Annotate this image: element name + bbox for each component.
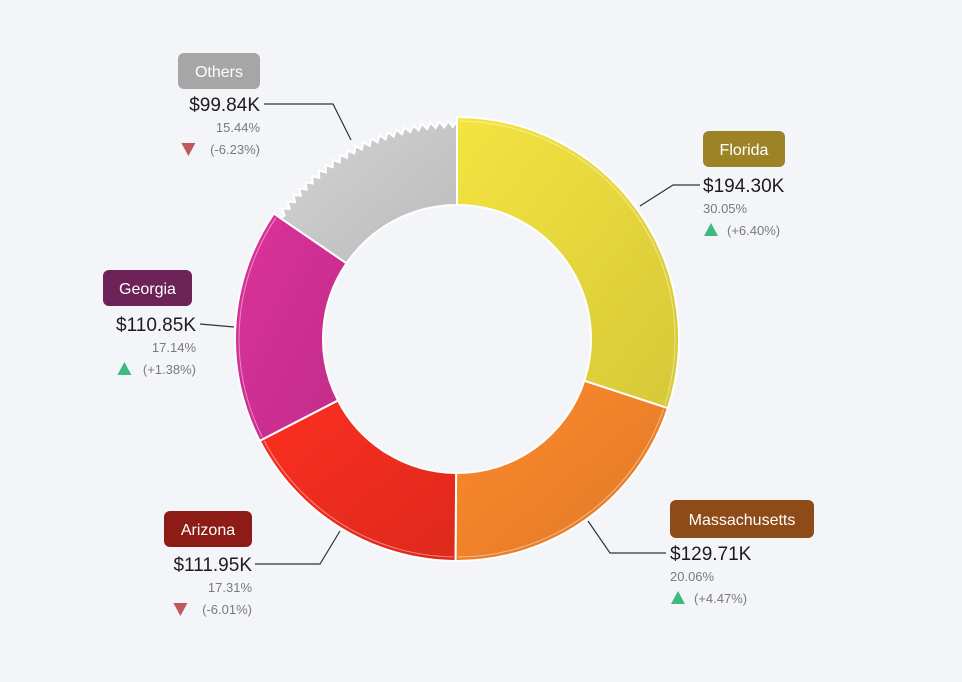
slice-highlight-florida <box>459 120 676 405</box>
badge-label-arizona: Arizona <box>181 522 235 539</box>
badge-florida <box>703 131 785 167</box>
badge-label-massachusetts: Massachusetts <box>689 512 796 529</box>
triangle-up-icon-georgia <box>117 362 132 375</box>
change-label-georgia: (+1.38%) <box>143 362 196 377</box>
leader-line-florida <box>639 184 700 207</box>
change-label-others: (-6.23%) <box>210 142 260 157</box>
leader-line-massachusetts <box>587 520 666 554</box>
badge-others <box>178 53 260 89</box>
badge-massachusetts <box>670 500 814 538</box>
label-group-georgia: Georgia $110.85K 17.14% (+1.38%) <box>103 270 235 377</box>
leader-line-arizona <box>255 530 341 565</box>
slice-florida[interactable] <box>456 115 680 410</box>
slice-others[interactable] <box>278 117 458 265</box>
badge-label-others: Others <box>195 64 243 81</box>
slices-layer <box>234 115 680 563</box>
percent-label-florida: 30.05% <box>703 201 748 216</box>
percent-label-georgia: 17.14% <box>152 340 197 355</box>
labels-layer: Florida $194.30K 30.05% (+6.40%) Massachuset… <box>103 53 814 617</box>
percent-label-arizona: 17.31% <box>208 580 253 595</box>
value-label-others: $99.84K <box>189 95 260 116</box>
badge-arizona <box>164 511 252 547</box>
triangle-up-icon-florida <box>704 223 718 236</box>
slice-georgia[interactable] <box>234 212 348 443</box>
badge-label-georgia: Georgia <box>119 281 176 298</box>
label-group-others: Others $99.84K 15.44% (-6.23%) <box>178 53 352 157</box>
badge-georgia <box>103 270 192 306</box>
slice-massachusetts[interactable] <box>454 379 670 562</box>
percent-label-others: 15.44% <box>216 120 261 135</box>
value-label-massachusetts: $129.71K <box>670 544 752 565</box>
percent-label-massachusetts: 20.06% <box>670 569 715 584</box>
value-label-florida: $194.30K <box>703 176 785 197</box>
label-group-massachusetts: Massachusetts $129.71K 20.06% (+4.47%) <box>587 500 814 606</box>
leader-line-others <box>264 103 352 141</box>
triangle-down-icon-arizona <box>173 603 188 616</box>
leader-line-georgia <box>199 323 235 328</box>
change-label-arizona: (-6.01%) <box>202 602 252 617</box>
badge-label-florida: Florida <box>720 142 769 159</box>
triangle-up-icon-massachusetts <box>671 591 685 604</box>
slice-highlight-massachusetts <box>457 408 664 558</box>
change-label-massachusetts: (+4.47%) <box>694 591 747 606</box>
slice-highlight-arizona <box>263 440 454 558</box>
change-label-florida: (+6.40%) <box>727 223 780 238</box>
slice-highlight-georgia <box>238 217 277 438</box>
label-group-florida: Florida $194.30K 30.05% (+6.40%) <box>639 131 785 238</box>
value-label-georgia: $110.85K <box>116 315 196 336</box>
value-label-arizona: $111.95K <box>173 555 252 576</box>
triangle-down-icon-others <box>181 143 196 156</box>
label-group-arizona: Arizona $111.95K 17.31% (-6.01%) <box>164 511 341 617</box>
